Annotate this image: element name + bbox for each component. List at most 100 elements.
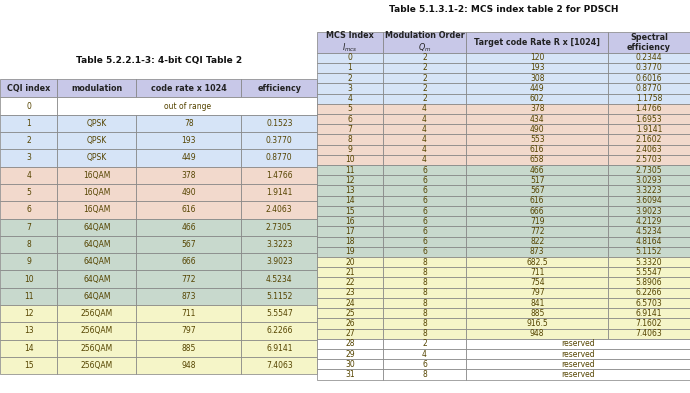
Text: 5: 5 — [348, 105, 353, 113]
Bar — [382, 359, 466, 369]
Bar — [241, 357, 317, 374]
Bar — [0, 340, 57, 357]
Bar — [317, 94, 382, 104]
Text: 256QAM: 256QAM — [81, 327, 113, 335]
Bar — [466, 196, 608, 206]
Text: 8: 8 — [422, 309, 427, 318]
Text: QPSK: QPSK — [87, 154, 107, 162]
Bar — [317, 114, 382, 124]
Text: 3.3223: 3.3223 — [635, 186, 662, 195]
Text: 8: 8 — [422, 278, 427, 287]
Bar — [608, 104, 690, 114]
Bar — [466, 63, 608, 73]
Bar — [382, 134, 466, 145]
Text: 27: 27 — [345, 329, 355, 338]
Bar — [137, 322, 242, 340]
Text: 2.5703: 2.5703 — [635, 156, 662, 164]
Bar — [466, 175, 608, 185]
Text: 658: 658 — [530, 156, 544, 164]
Bar — [382, 226, 466, 237]
Text: 0.3770: 0.3770 — [635, 64, 662, 72]
Text: 916.5: 916.5 — [526, 319, 548, 328]
Text: 0.3770: 0.3770 — [266, 136, 293, 145]
Bar — [382, 83, 466, 94]
Text: 64QAM: 64QAM — [83, 292, 110, 301]
Text: 2: 2 — [26, 136, 31, 145]
Text: 7: 7 — [26, 223, 31, 231]
Text: 14: 14 — [345, 196, 355, 205]
Text: 4: 4 — [422, 145, 427, 154]
Text: 15: 15 — [23, 361, 33, 370]
Bar — [466, 53, 608, 63]
Bar — [382, 288, 466, 298]
Bar — [137, 219, 242, 236]
Text: 8: 8 — [422, 319, 427, 328]
Text: 0: 0 — [26, 102, 31, 110]
Text: 4: 4 — [422, 156, 427, 164]
Text: 719: 719 — [530, 217, 544, 226]
Bar — [608, 124, 690, 134]
Bar — [241, 115, 317, 132]
Bar — [317, 124, 382, 134]
Text: 19: 19 — [345, 248, 355, 256]
Text: 682.5: 682.5 — [526, 258, 548, 266]
Bar — [317, 155, 382, 165]
Text: 841: 841 — [530, 299, 544, 307]
Text: 5.8906: 5.8906 — [635, 278, 662, 287]
Bar — [317, 73, 382, 83]
Bar — [466, 185, 608, 196]
Bar — [0, 79, 57, 97]
Bar — [317, 216, 382, 226]
Bar — [137, 357, 242, 374]
Text: 772: 772 — [181, 275, 196, 283]
Bar — [137, 149, 242, 167]
Text: 0.8770: 0.8770 — [635, 84, 662, 93]
Text: 64QAM: 64QAM — [83, 275, 110, 283]
Bar — [608, 267, 690, 277]
Text: 711: 711 — [181, 309, 196, 318]
Bar — [137, 79, 242, 97]
Text: 378: 378 — [530, 105, 544, 113]
Bar — [57, 201, 137, 219]
Bar — [466, 32, 608, 53]
Text: 8: 8 — [348, 135, 353, 144]
Bar — [57, 236, 137, 253]
Bar — [57, 184, 137, 201]
Bar — [241, 79, 317, 97]
Bar — [608, 175, 690, 185]
Text: 616: 616 — [530, 196, 544, 205]
Bar — [608, 63, 690, 73]
Text: 78: 78 — [184, 119, 194, 128]
Text: 1.4766: 1.4766 — [266, 171, 293, 180]
Bar — [57, 357, 137, 374]
Bar — [0, 201, 57, 219]
Text: 3.6094: 3.6094 — [635, 196, 662, 205]
Bar — [382, 349, 466, 359]
Text: 4: 4 — [422, 135, 427, 144]
Text: 6: 6 — [422, 360, 427, 369]
Bar — [57, 322, 137, 340]
Text: modulation: modulation — [71, 84, 122, 92]
Bar — [382, 114, 466, 124]
Bar — [608, 165, 690, 175]
Bar — [241, 305, 317, 322]
Text: 6: 6 — [422, 217, 427, 226]
Text: 0.1523: 0.1523 — [266, 119, 293, 128]
Bar — [137, 340, 242, 357]
Bar — [608, 73, 690, 83]
Bar — [317, 277, 382, 288]
Text: 120: 120 — [530, 53, 544, 62]
Text: 754: 754 — [530, 278, 544, 287]
Text: 772: 772 — [530, 227, 544, 236]
Bar — [0, 149, 57, 167]
Bar — [0, 305, 57, 322]
Text: reserved: reserved — [562, 360, 595, 369]
Bar — [466, 339, 690, 349]
Text: 2: 2 — [422, 94, 427, 103]
Text: 10: 10 — [345, 156, 355, 164]
Bar — [382, 318, 466, 329]
Text: 4.5234: 4.5234 — [635, 227, 662, 236]
Bar — [317, 196, 382, 206]
Text: 4: 4 — [422, 125, 427, 134]
Text: 1.6953: 1.6953 — [635, 115, 662, 123]
